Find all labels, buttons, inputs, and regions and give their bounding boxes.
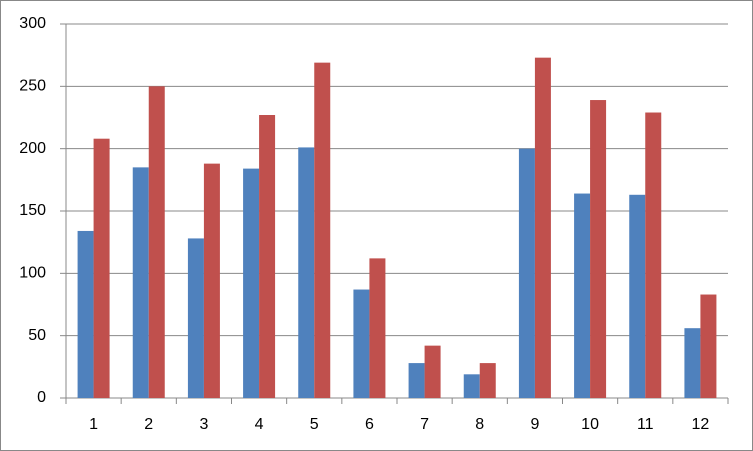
bar [518, 148, 535, 398]
bar [93, 138, 110, 398]
bar [479, 363, 496, 398]
bar [534, 57, 551, 398]
x-tick-label: 2 [144, 416, 153, 433]
y-tick-label: 300 [19, 15, 46, 32]
bar [259, 115, 276, 399]
x-tick-label: 4 [255, 416, 264, 433]
x-tick-label: 8 [475, 416, 484, 433]
bar [645, 112, 662, 398]
bar [369, 258, 386, 398]
bar [148, 86, 165, 398]
bar [408, 363, 425, 398]
x-tick-label: 7 [420, 416, 429, 433]
bar [574, 193, 591, 398]
x-tick-label: 11 [637, 416, 654, 433]
y-tick-label: 50 [28, 327, 46, 344]
x-tick-label: 6 [365, 416, 374, 433]
y-tick-label: 100 [19, 265, 46, 282]
y-tick-label: 200 [19, 140, 46, 157]
bar [314, 62, 331, 398]
bar [684, 328, 701, 398]
bar [353, 289, 370, 398]
bar [590, 100, 607, 399]
bar [424, 345, 441, 398]
x-tick-label: 10 [581, 416, 599, 433]
bar [243, 168, 260, 398]
x-tick-label: 9 [530, 416, 539, 433]
x-tick-label: 12 [692, 416, 710, 433]
y-tick-label: 250 [19, 78, 46, 95]
y-tick-label: 150 [19, 202, 46, 219]
x-tick-label: 5 [310, 416, 319, 433]
bar [700, 294, 717, 398]
bar [132, 167, 149, 398]
bar [77, 230, 94, 398]
bar [629, 194, 646, 398]
bar [187, 238, 204, 398]
bar [463, 374, 480, 398]
x-tick-label: 1 [89, 416, 98, 433]
bar [203, 163, 220, 398]
x-tick-label: 3 [199, 416, 208, 433]
y-tick-label: 0 [37, 389, 46, 406]
bar [298, 147, 315, 398]
